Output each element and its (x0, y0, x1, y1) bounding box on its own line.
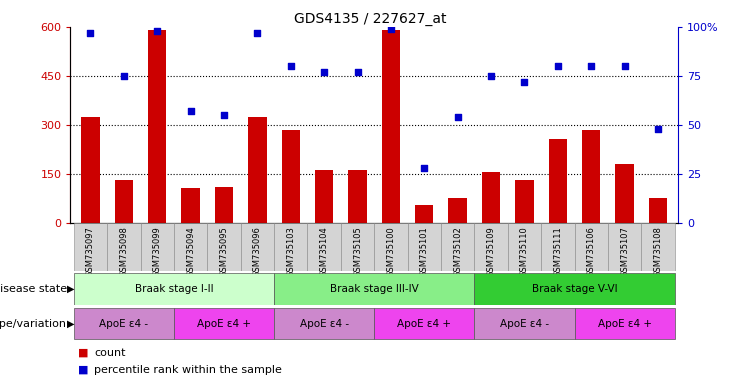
Bar (174, 308, 274, 339)
Text: GSM735101: GSM735101 (420, 227, 429, 277)
Text: GSM735094: GSM735094 (186, 227, 195, 277)
Bar (148, 30, 167, 223)
Bar (441, 223, 474, 271)
Bar (308, 223, 341, 271)
Bar (574, 223, 608, 271)
Bar (574, 308, 674, 339)
Bar (182, 189, 200, 223)
Point (585, 63, 597, 69)
Text: ■: ■ (78, 348, 88, 358)
Bar (408, 223, 441, 271)
Point (519, 79, 531, 85)
Bar (274, 223, 308, 271)
Text: GSM735105: GSM735105 (353, 227, 362, 277)
Text: GSM735095: GSM735095 (219, 227, 228, 277)
Point (485, 73, 497, 79)
Bar (348, 170, 367, 223)
Text: ApoE ε4 +: ApoE ε4 + (397, 318, 451, 329)
Bar (448, 198, 467, 223)
Text: GSM735107: GSM735107 (620, 227, 629, 277)
Text: ▶: ▶ (67, 284, 75, 294)
Point (151, 28, 163, 34)
Text: ▶: ▶ (67, 318, 75, 329)
Text: ApoE ε4 +: ApoE ε4 + (197, 318, 251, 329)
Text: GSM735103: GSM735103 (286, 227, 295, 277)
Text: Braak stage I-II: Braak stage I-II (135, 284, 213, 294)
Text: percentile rank within the sample: percentile rank within the sample (94, 365, 282, 375)
Point (218, 112, 230, 118)
Text: GSM735096: GSM735096 (253, 227, 262, 277)
Bar (141, 223, 174, 271)
Bar (374, 308, 474, 339)
Text: count: count (94, 348, 126, 358)
Bar (482, 172, 500, 223)
Bar (641, 223, 674, 271)
Bar (115, 180, 133, 223)
Bar (608, 223, 641, 271)
Bar (74, 223, 107, 271)
Text: GSM735100: GSM735100 (386, 227, 396, 277)
Point (84, 30, 96, 36)
Text: GSM735102: GSM735102 (453, 227, 462, 277)
Bar (74, 308, 174, 339)
Bar (541, 223, 574, 271)
Text: ApoE ε4 -: ApoE ε4 - (299, 318, 349, 329)
Text: Braak stage V-VI: Braak stage V-VI (532, 284, 617, 294)
Text: Braak stage III-IV: Braak stage III-IV (330, 284, 419, 294)
Point (452, 114, 464, 120)
Bar (207, 223, 241, 271)
Point (185, 108, 196, 114)
Point (419, 165, 431, 171)
Text: GSM735111: GSM735111 (554, 227, 562, 277)
Text: ApoE ε4 -: ApoE ε4 - (500, 318, 549, 329)
Text: GSM735097: GSM735097 (86, 227, 95, 277)
Text: ApoE ε4 -: ApoE ε4 - (99, 318, 148, 329)
Point (652, 126, 664, 132)
Text: ■: ■ (78, 365, 88, 375)
Point (251, 30, 263, 36)
Point (552, 63, 564, 69)
Point (118, 73, 130, 79)
Text: GSM735106: GSM735106 (587, 227, 596, 277)
Point (619, 63, 631, 69)
Bar (582, 130, 600, 223)
Point (285, 63, 296, 69)
Text: GSM735104: GSM735104 (319, 227, 328, 277)
Bar (215, 187, 233, 223)
Text: GSM735109: GSM735109 (487, 227, 496, 277)
Text: disease state: disease state (0, 284, 67, 294)
Bar (241, 223, 274, 271)
Point (351, 69, 363, 75)
Text: GDS4135 / 227627_at: GDS4135 / 227627_at (294, 12, 447, 25)
Bar (274, 273, 474, 305)
Text: GSM735098: GSM735098 (119, 227, 128, 277)
Text: genotype/variation: genotype/variation (0, 318, 67, 329)
Bar (616, 164, 634, 223)
Bar (107, 223, 141, 271)
Text: GSM735108: GSM735108 (654, 227, 662, 277)
Bar (474, 308, 574, 339)
Text: GSM735099: GSM735099 (153, 227, 162, 277)
Bar (415, 205, 433, 223)
Bar (548, 139, 567, 223)
Bar (341, 223, 374, 271)
Text: GSM735110: GSM735110 (520, 227, 529, 277)
Bar (508, 223, 541, 271)
Bar (315, 170, 333, 223)
Bar (382, 30, 400, 223)
Bar (74, 273, 274, 305)
Point (318, 69, 330, 75)
Text: ApoE ε4 +: ApoE ε4 + (597, 318, 651, 329)
Bar (374, 223, 408, 271)
Bar (248, 117, 267, 223)
Point (385, 26, 397, 32)
Bar (82, 117, 99, 223)
Bar (474, 223, 508, 271)
Bar (474, 273, 674, 305)
Bar (649, 198, 667, 223)
Bar (515, 180, 534, 223)
Bar (282, 130, 300, 223)
Bar (274, 308, 374, 339)
Bar (174, 223, 207, 271)
